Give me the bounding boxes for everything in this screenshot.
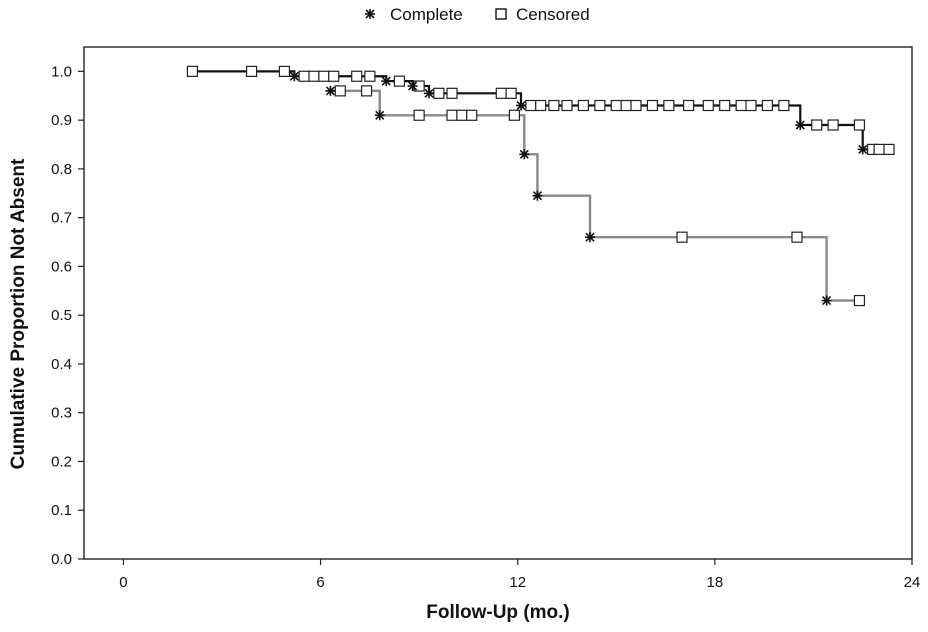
censored-marker bbox=[630, 99, 642, 112]
censored-marker bbox=[883, 143, 895, 155]
censored-marker bbox=[791, 231, 803, 243]
event-marker bbox=[821, 295, 832, 306]
x-axis: 0 6 12 18 24 bbox=[119, 559, 920, 591]
y-axis-title: Cumulative Proportion Not Absent bbox=[8, 158, 29, 469]
plot-frame bbox=[83, 46, 913, 560]
censored-marker bbox=[620, 99, 632, 112]
event-marker bbox=[795, 120, 806, 131]
event-marker bbox=[424, 88, 434, 99]
censored-marker bbox=[413, 109, 425, 121]
censored-marker bbox=[433, 87, 445, 99]
event-marker bbox=[857, 144, 868, 155]
censored-marker bbox=[446, 87, 458, 99]
censored-marker bbox=[663, 99, 675, 112]
censored-marker bbox=[318, 70, 330, 82]
censored-marker bbox=[682, 99, 695, 112]
event-marker bbox=[585, 232, 595, 243]
y-tick-label: 0.3 bbox=[51, 405, 72, 422]
y-tick-label: 0.8 bbox=[51, 161, 72, 178]
legend: Complete Censored bbox=[365, 5, 590, 24]
censored-marker bbox=[351, 70, 363, 82]
event-marker bbox=[374, 110, 385, 121]
x-tick-label: 24 bbox=[904, 574, 921, 591]
event-marker bbox=[532, 190, 543, 201]
y-tick-label: 0.0 bbox=[51, 551, 72, 568]
event-marker bbox=[519, 149, 530, 160]
censored-marker bbox=[577, 99, 590, 112]
censored-marker bbox=[676, 231, 688, 243]
y-tick-label: 0.5 bbox=[51, 307, 72, 324]
censored-marker bbox=[702, 99, 714, 112]
censored-marker bbox=[466, 109, 478, 121]
y-tick-label: 0.4 bbox=[51, 356, 72, 373]
censored-marker bbox=[308, 70, 320, 82]
legend-censored-marker bbox=[495, 8, 507, 20]
x-tick-label: 0 bbox=[119, 574, 127, 591]
y-tick-label: 1.0 bbox=[51, 63, 72, 80]
x-tick-label: 12 bbox=[509, 574, 526, 591]
legend-censored-label: Censored bbox=[516, 5, 590, 24]
censored-marker bbox=[561, 99, 573, 112]
censored-marker bbox=[853, 119, 866, 131]
censored-marker bbox=[446, 109, 458, 121]
series-1 bbox=[186, 65, 895, 155]
censored-marker bbox=[610, 99, 622, 112]
censored-marker bbox=[495, 87, 507, 99]
y-tick-label: 0.9 bbox=[51, 112, 72, 129]
censored-marker bbox=[278, 65, 291, 77]
x-axis-title: Follow-Up (mo.) bbox=[426, 602, 570, 623]
censored-marker bbox=[245, 65, 258, 77]
y-axis: 0.0 0.1 0.2 0.3 0.4 0.5 0.6 0.7 0.8 0.9 1.0 bbox=[51, 63, 84, 568]
censored-marker bbox=[360, 85, 373, 97]
censored-marker bbox=[778, 99, 790, 112]
y-tick-label: 0.2 bbox=[51, 453, 72, 470]
censored-marker bbox=[873, 143, 885, 155]
legend-complete-label: Complete bbox=[390, 5, 463, 24]
y-tick-label: 0.7 bbox=[51, 210, 72, 227]
legend-complete-marker bbox=[365, 9, 375, 19]
censored-marker bbox=[505, 87, 517, 99]
series-layer bbox=[186, 65, 895, 307]
censored-marker bbox=[761, 99, 774, 112]
censored-marker bbox=[594, 99, 606, 112]
censored-marker bbox=[853, 294, 866, 307]
censored-marker bbox=[334, 85, 346, 97]
censored-marker bbox=[735, 99, 747, 112]
y-tick-label: 0.6 bbox=[51, 258, 72, 275]
censored-marker bbox=[719, 99, 731, 112]
censored-marker bbox=[456, 109, 468, 121]
event-marker bbox=[325, 85, 336, 96]
censored-marker bbox=[186, 65, 199, 77]
censored-marker bbox=[393, 75, 406, 87]
event-marker bbox=[289, 71, 300, 82]
censored-marker bbox=[827, 119, 839, 131]
censored-marker bbox=[328, 70, 340, 82]
x-tick-label: 6 bbox=[316, 574, 324, 591]
censored-marker bbox=[646, 99, 659, 112]
censored-marker bbox=[548, 99, 560, 112]
event-marker bbox=[381, 76, 392, 87]
censored-marker bbox=[525, 99, 537, 112]
censored-marker bbox=[745, 99, 757, 112]
censored-marker bbox=[508, 109, 521, 121]
series-2 bbox=[325, 85, 866, 307]
event-marker bbox=[516, 100, 526, 111]
series-2-step-line bbox=[330, 89, 860, 302]
event-marker bbox=[407, 81, 418, 92]
censored-marker bbox=[364, 70, 376, 82]
censored-marker bbox=[535, 99, 547, 112]
censored-marker bbox=[298, 70, 310, 82]
y-tick-label: 0.1 bbox=[51, 502, 72, 519]
censored-marker bbox=[811, 119, 823, 131]
x-tick-label: 18 bbox=[707, 574, 724, 591]
